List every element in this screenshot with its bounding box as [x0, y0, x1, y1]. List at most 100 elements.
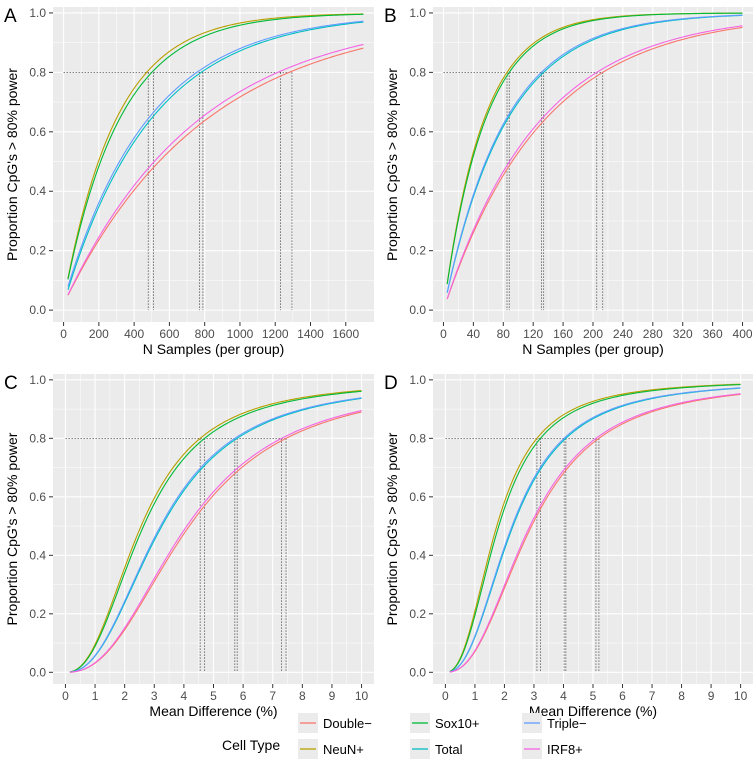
x-tick-label: 3 [151, 689, 158, 703]
legend-item: Sox10+ [410, 713, 479, 733]
x-tick-label: 6 [240, 689, 247, 703]
legend-label: Double− [323, 716, 372, 731]
x-axis-title: N Samples (per group) [522, 341, 664, 357]
x-tick-label: 4 [560, 689, 567, 703]
series-line-double [449, 393, 741, 673]
panel-letter: D [384, 373, 398, 394]
series-line-sox10 [67, 13, 364, 280]
axes: 0 40 80 120 160 200 240 280 320 360 400 0.0 0.2 0.4 0.… [409, 6, 753, 341]
legend-label: NeuN+ [323, 742, 364, 757]
legend: Cell Type Double− Sox10+ Triple− NeuN+ Total… [222, 713, 587, 759]
x-tick-label: 2 [501, 689, 508, 703]
legend-item: Total [410, 739, 463, 759]
axes: 0 200 400 600 800 1000 1200 1400 1600 0.0 0.2 0.4 0.… [29, 6, 359, 341]
y-tick-label: 0.4 [29, 184, 46, 198]
legend-item: Double− [298, 713, 372, 733]
series-line-triple [67, 20, 364, 287]
axes: 0 1 2 3 4 5 6 7 8 9 10 0.0 0.2 0.4 0.6 0.8 1.0 [29, 373, 368, 703]
x-tick-label: 400 [124, 327, 144, 341]
y-tick-label: 0.0 [29, 665, 46, 679]
legend-label: IRF8+ [547, 742, 583, 757]
x-tick-label: 0 [440, 327, 447, 341]
y-tick-label: 0.6 [409, 490, 426, 504]
x-tick-label: 600 [159, 327, 179, 341]
x-tick-label: 9 [329, 689, 336, 703]
series-line-neun [67, 13, 364, 279]
panels: 0 200 400 600 800 1000 1200 1400 16000.00.20.40.… [4, 6, 753, 719]
series-line-total [67, 21, 364, 290]
x-tick-label: 200 [89, 327, 109, 341]
y-axis-title: Proportion CpG's > 80% power [4, 68, 20, 261]
y-tick-label: 0.0 [409, 303, 426, 317]
series-line-total [69, 397, 362, 673]
panel-letter: C [4, 373, 18, 394]
minor-grid [53, 374, 374, 684]
series-line-neun [69, 389, 362, 673]
x-tick-label: 8 [678, 689, 685, 703]
x-tick-label: 8 [299, 689, 306, 703]
x-tick-label: 10 [734, 689, 748, 703]
x-tick-label: 1000 [227, 327, 254, 341]
x-tick-label: 200 [583, 327, 603, 341]
legend-label: Sox10+ [435, 716, 479, 731]
series-lines [69, 389, 362, 673]
y-tick-label: 0.2 [409, 244, 426, 258]
legend-label: Total [435, 742, 463, 757]
series-lines [449, 383, 741, 673]
major-grid [53, 374, 374, 684]
y-tick-label: 0.6 [409, 125, 426, 139]
x-tick-label: 1200 [262, 327, 289, 341]
series-line-triple [449, 387, 741, 673]
y-tick-label: 0.6 [29, 490, 46, 504]
y-tick-label: 0.8 [409, 65, 426, 79]
y-axis-title: Proportion CpG's > 80% power [384, 432, 400, 625]
major-grid [433, 7, 753, 322]
y-axis-title: Proportion CpG's > 80% power [384, 68, 400, 261]
x-tick-label: 1 [92, 689, 99, 703]
x-tick-label: 1 [472, 689, 479, 703]
major-grid [53, 7, 374, 322]
series-line-sox10 [446, 12, 743, 285]
series-lines [446, 12, 743, 300]
series-line-double [69, 411, 362, 673]
legend-label: Triple− [547, 716, 587, 731]
y-tick-label: 0.4 [409, 548, 426, 562]
series-line-double [67, 47, 364, 296]
x-tick-label: 80 [497, 327, 511, 341]
x-tick-label: 360 [703, 327, 723, 341]
y-tick-label: 0.4 [409, 184, 426, 198]
y-axis-title: Proportion CpG's > 80% power [4, 432, 20, 625]
x-tick-label: 240 [613, 327, 633, 341]
y-tick-label: 0.0 [409, 665, 426, 679]
x-tick-label: 3 [531, 689, 538, 703]
series-line-neun [449, 383, 741, 672]
series-line-sox10 [449, 384, 741, 673]
x-tick-label: 5 [210, 689, 217, 703]
x-axis-title: N Samples (per group) [143, 341, 285, 357]
panel-b: 0 40 80 120 160 200 240 280 320 360 400 0.0 0.2 0.4 0.… [384, 6, 753, 357]
x-tick-label: 0 [62, 689, 69, 703]
plot-background [53, 7, 374, 322]
panel-d: 0 1 2 3 4 5 6 7 8 9 10 0.0 0.2 0.4 0.6 0.8 1.0 Mean Diffe… [384, 373, 753, 719]
x-tick-label: 0 [442, 689, 449, 703]
legend-item: Triple− [522, 713, 587, 733]
x-tick-label: 400 [733, 327, 753, 341]
legend-item: NeuN+ [298, 739, 364, 759]
x-tick-label: 4 [181, 689, 188, 703]
y-tick-label: 0.8 [29, 65, 46, 79]
series-line-double [446, 26, 743, 300]
series-line-irf8 [449, 393, 741, 673]
series-line-irf8 [67, 43, 364, 296]
x-tick-label: 280 [643, 327, 663, 341]
series-lines [67, 13, 364, 296]
y-tick-label: 0.2 [29, 607, 46, 621]
x-tick-label: 0 [60, 327, 67, 341]
y-tick-label: 1.0 [409, 6, 426, 20]
panel-letter: B [384, 6, 397, 27]
x-axis-title: Mean Difference (%) [529, 703, 657, 719]
x-tick-label: 160 [553, 327, 573, 341]
y-tick-label: 1.0 [29, 6, 46, 20]
x-tick-label: 120 [523, 327, 543, 341]
y-tick-label: 0.2 [29, 244, 46, 258]
